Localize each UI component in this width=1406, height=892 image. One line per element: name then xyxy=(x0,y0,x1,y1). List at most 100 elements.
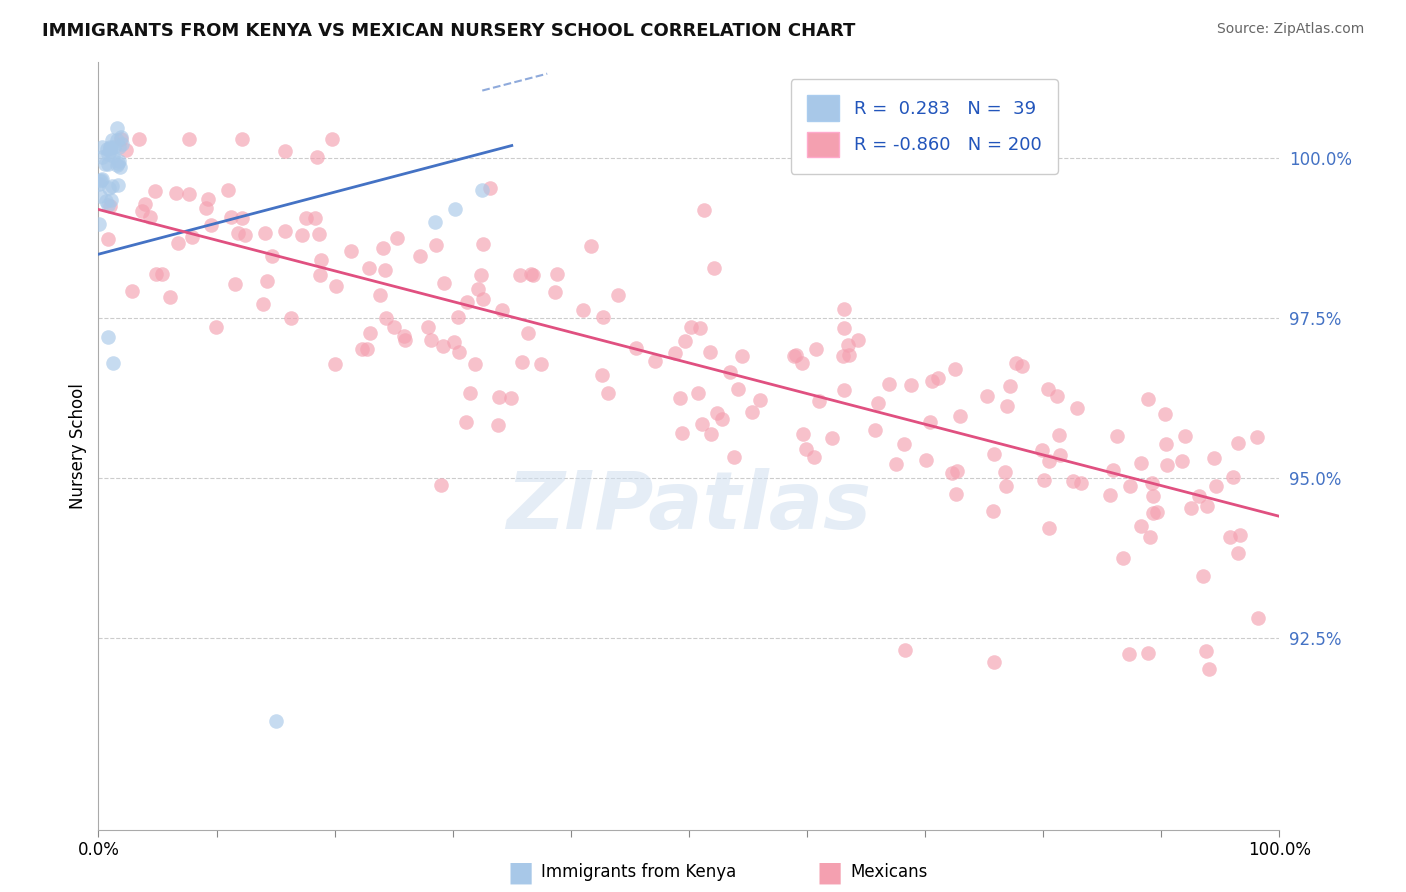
Point xyxy=(1038,521,1060,535)
Point xyxy=(998,378,1021,392)
Point xyxy=(423,215,446,229)
Point xyxy=(509,268,531,283)
Point xyxy=(470,268,492,282)
Point xyxy=(517,326,540,340)
Point xyxy=(831,349,853,363)
Point xyxy=(89,188,111,202)
Point xyxy=(546,267,568,281)
Point xyxy=(90,173,112,187)
Point xyxy=(352,342,374,356)
Point xyxy=(1136,646,1159,660)
Point xyxy=(256,274,278,288)
Point xyxy=(447,344,470,359)
Point xyxy=(432,339,454,353)
Point xyxy=(1011,359,1033,373)
Point xyxy=(110,130,132,145)
Point xyxy=(803,450,825,464)
Point xyxy=(1188,489,1211,503)
Point xyxy=(291,227,314,242)
Point xyxy=(1136,392,1159,406)
Point xyxy=(863,423,886,437)
Point xyxy=(309,252,332,267)
Point xyxy=(430,478,453,492)
Point xyxy=(409,248,432,262)
Point xyxy=(143,184,166,198)
Point xyxy=(1142,506,1164,520)
Point xyxy=(1105,429,1128,443)
Point xyxy=(89,217,111,231)
Point xyxy=(846,333,869,347)
Point xyxy=(837,337,859,351)
Point xyxy=(356,342,378,356)
Point xyxy=(121,284,143,298)
Point xyxy=(110,132,132,146)
Point xyxy=(1032,473,1054,487)
Point xyxy=(1102,463,1125,477)
Point xyxy=(98,140,121,154)
Point xyxy=(832,321,855,335)
Point xyxy=(832,383,855,397)
Point xyxy=(471,183,494,197)
Point xyxy=(794,442,817,457)
Point xyxy=(591,368,613,382)
Point xyxy=(1219,530,1241,544)
Point xyxy=(879,376,901,391)
Point xyxy=(488,390,510,404)
Point xyxy=(945,464,967,478)
Point xyxy=(731,349,754,363)
Point xyxy=(205,320,228,334)
Point xyxy=(274,224,297,238)
Point xyxy=(486,418,509,433)
Point xyxy=(97,198,120,212)
Point xyxy=(673,334,696,349)
Point xyxy=(792,356,814,370)
Point xyxy=(579,239,602,253)
Legend: R =  0.283   N =  39, R = -0.860   N = 200: R = 0.283 N = 39, R = -0.860 N = 200 xyxy=(790,79,1057,174)
Point xyxy=(478,180,501,194)
Point xyxy=(382,320,405,334)
Point xyxy=(1195,644,1218,658)
Text: IMMIGRANTS FROM KENYA VS MEXICAN NURSERY SCHOOL CORRELATION CHART: IMMIGRANTS FROM KENYA VS MEXICAN NURSERY… xyxy=(42,22,856,40)
Point xyxy=(433,277,456,291)
Point xyxy=(893,437,915,451)
Point xyxy=(111,136,134,151)
Point xyxy=(1038,453,1060,467)
Point xyxy=(98,145,121,159)
Point xyxy=(304,211,326,226)
Point xyxy=(1031,442,1053,457)
Point xyxy=(97,180,120,194)
Point xyxy=(1154,407,1177,421)
Point xyxy=(664,345,686,359)
Point xyxy=(1156,458,1178,472)
Point xyxy=(425,238,447,252)
Point xyxy=(105,133,128,147)
Point xyxy=(491,302,513,317)
Point xyxy=(108,140,131,154)
Text: Mexicans: Mexicans xyxy=(851,863,928,881)
Point xyxy=(145,267,167,281)
Point xyxy=(1119,479,1142,493)
Point xyxy=(150,267,173,281)
Point xyxy=(693,203,716,218)
Point xyxy=(943,361,966,376)
Text: ■: ■ xyxy=(508,858,533,887)
Point xyxy=(921,374,943,388)
Point xyxy=(101,179,124,194)
Point xyxy=(832,302,855,317)
Point xyxy=(444,202,467,217)
Point xyxy=(807,394,830,409)
Point xyxy=(1066,401,1088,416)
Text: Source: ZipAtlas.com: Source: ZipAtlas.com xyxy=(1216,22,1364,37)
Point xyxy=(252,297,274,311)
Point xyxy=(544,285,567,299)
Point xyxy=(1198,662,1220,676)
Point xyxy=(995,399,1018,413)
Point xyxy=(1099,487,1122,501)
Point xyxy=(606,288,628,302)
Point xyxy=(159,290,181,304)
Point xyxy=(98,199,121,213)
Point xyxy=(305,150,328,164)
Point xyxy=(197,192,219,206)
Point xyxy=(1118,647,1140,661)
Point xyxy=(1130,519,1153,533)
